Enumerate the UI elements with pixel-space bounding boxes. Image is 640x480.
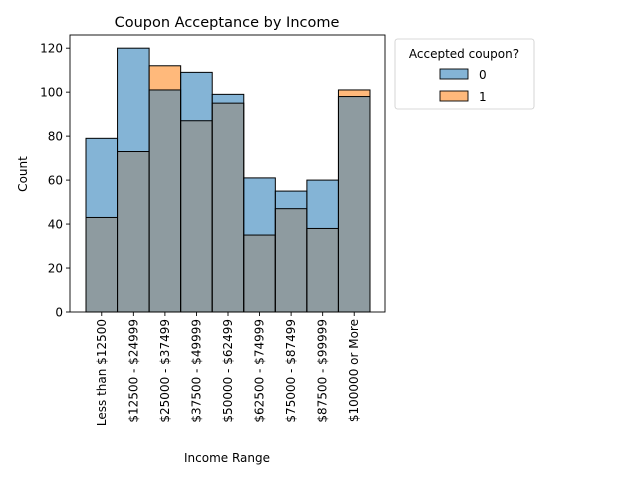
y-axis: 0 20 40 60 80 100 120 (40, 42, 70, 320)
x-tick-label: $12500 - $24999 (126, 319, 140, 423)
bar-series-0 (212, 94, 244, 104)
bar-series-1 (149, 65, 181, 90)
y-tick-label: 60 (48, 174, 63, 188)
y-tick-label: 120 (40, 42, 63, 56)
bar-overlap (86, 217, 118, 312)
x-tick-label: Less than $12500 (95, 319, 109, 426)
chart-title: Coupon Acceptance by Income (115, 15, 340, 31)
bar-overlap (243, 235, 276, 312)
bar-series-1 (338, 89, 370, 97)
x-axis-label: Income Range (184, 451, 270, 465)
legend-label-series-0: 0 (479, 68, 487, 82)
y-axis-label: Count (16, 156, 30, 192)
bar-series-0 (86, 138, 118, 218)
x-tick-label: $37500 - $49999 (189, 319, 203, 423)
bars-layer (85, 47, 371, 313)
x-tick-label: $50000 - $62499 (221, 319, 235, 423)
plot-frame (69, 34, 386, 313)
legend-swatch-series-0 (439, 68, 469, 80)
x-axis: Less than $12500 $12500 - $24999 $25000 - … (95, 312, 361, 426)
x-tick-label: $87500 - $99999 (316, 319, 330, 423)
y-tick-label: 20 (48, 262, 63, 276)
legend-title: Accepted coupon? (409, 47, 519, 61)
bar-overlap (212, 103, 244, 313)
bar-overlap (117, 151, 150, 312)
y-tick-label: 100 (40, 86, 63, 100)
bar-series-0 (180, 72, 213, 121)
legend-swatch-series-1 (439, 90, 469, 102)
bar-series-0 (243, 177, 276, 236)
bar-series-0 (275, 191, 307, 209)
y-tick-label: 40 (48, 218, 63, 232)
bar-overlap (306, 228, 339, 312)
bar-series-0 (117, 48, 150, 152)
bar-series-0 (306, 180, 339, 229)
bar-overlap (149, 89, 181, 312)
x-tick-label: $25000 - $37499 (158, 319, 172, 423)
y-tick-label: 0 (55, 306, 63, 320)
legend-label-series-1: 1 (479, 90, 487, 104)
x-tick-label: $62500 - $74999 (253, 319, 267, 423)
legend: Accepted coupon? 0 1 (394, 38, 535, 110)
x-tick-label: $75000 - $87499 (284, 319, 298, 423)
x-tick-label: $100000 or More (347, 319, 361, 422)
bar-overlap (338, 96, 370, 312)
y-tick-label: 80 (48, 130, 63, 144)
bar-overlap (180, 120, 213, 312)
bar-overlap (275, 208, 307, 312)
